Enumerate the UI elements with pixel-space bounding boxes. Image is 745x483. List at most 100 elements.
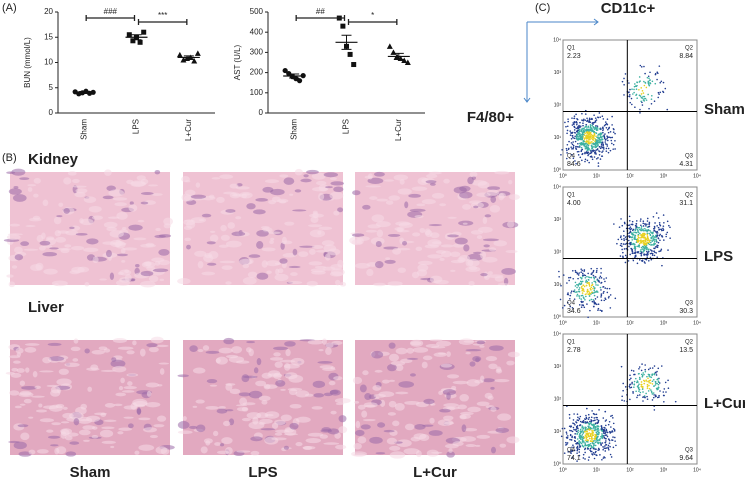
event-dot [663,401,665,403]
event-dot [581,281,583,283]
event-dot [584,119,586,121]
tissue-texture [386,200,393,204]
event-dot [582,273,584,275]
flow-tick-label: 10³ [554,70,562,76]
event-dot [620,218,622,220]
event-dot [605,425,607,427]
flow-tick-label: 10³ [660,467,668,473]
event-dot [643,225,645,227]
event-dot [584,418,586,420]
tissue-texture [274,420,286,426]
y-tick-label: 100 [250,88,264,97]
tissue-texture [455,238,468,245]
event-dot [578,125,580,127]
tissue-texture [207,263,216,266]
tissue-texture [63,177,71,184]
event-dot [611,124,613,126]
tissue-texture [201,446,208,453]
tissue-texture [64,244,71,247]
tissue-texture [38,403,42,407]
event-dot [596,158,598,160]
tissue-texture [203,255,213,263]
tissue-texture [146,343,157,347]
event-dot [584,145,586,147]
event-dot [604,445,606,447]
event-dot [585,415,587,417]
tissue-texture [324,172,338,177]
event-dot [648,108,650,110]
tissue-texture [151,337,164,344]
column-label: L+Cur [413,464,457,481]
event-dot [572,431,574,433]
event-dot [628,260,630,262]
event-dot [613,131,615,133]
event-dot [588,132,590,134]
event-dot [608,449,610,451]
event-dot [625,238,627,240]
tissue-texture [69,441,79,444]
tissue-texture [37,235,44,242]
event-dot [610,432,612,434]
event-dot [613,223,615,225]
event-dot [558,276,560,278]
tissue-texture [441,251,452,258]
event-dot [653,392,655,394]
tissue-texture [64,363,79,367]
tissue-texture [74,192,85,197]
tissue-texture [40,241,51,246]
tissue-texture [429,172,442,175]
event-dot [657,234,659,236]
event-dot [588,459,590,461]
event-dot [573,419,575,421]
quadrant-label: Q2 [685,193,694,199]
tissue-texture [133,237,146,240]
event-dot [625,255,627,257]
event-dot [587,273,589,275]
event-dot [653,385,655,387]
event-dot [608,152,610,154]
event-dot [609,421,611,423]
event-dot [654,83,656,85]
tissue-texture [269,240,274,244]
tissue-texture [13,360,21,363]
event-dot [608,148,610,150]
event-dot [588,427,590,429]
event-dot [575,141,577,143]
event-dot [585,113,587,115]
event-dot [595,298,597,300]
tissue-texture [189,345,197,352]
tissue-texture [102,241,116,244]
event-dot [659,390,661,392]
event-dot [644,244,646,246]
event-dot [602,145,604,147]
tissue-texture [28,417,33,419]
event-dot [594,453,596,455]
event-dot [640,240,642,242]
tissue-texture [420,228,426,233]
event-dot [578,291,580,293]
event-dot [650,257,652,259]
flow-row-label: L+Cur [704,395,745,412]
event-dot [633,260,635,262]
event-dot [613,423,615,425]
event-dot [654,100,656,102]
event-dot [648,233,650,235]
tissue-texture [43,199,49,206]
event-dot [592,122,594,124]
tissue-texture [447,217,457,219]
tissue-texture [243,264,249,268]
event-dot [639,252,641,254]
event-dot [641,226,643,228]
event-dot [585,141,587,143]
event-dot [587,136,589,138]
event-dot [588,121,590,123]
tissue-texture [371,351,383,359]
event-dot [647,218,649,220]
event-dot [577,413,579,415]
event-dot [629,96,631,98]
axis [268,12,425,113]
tissue-texture [71,347,81,351]
event-dot [566,431,568,433]
event-dot [583,454,585,456]
tissue-texture [404,201,408,208]
